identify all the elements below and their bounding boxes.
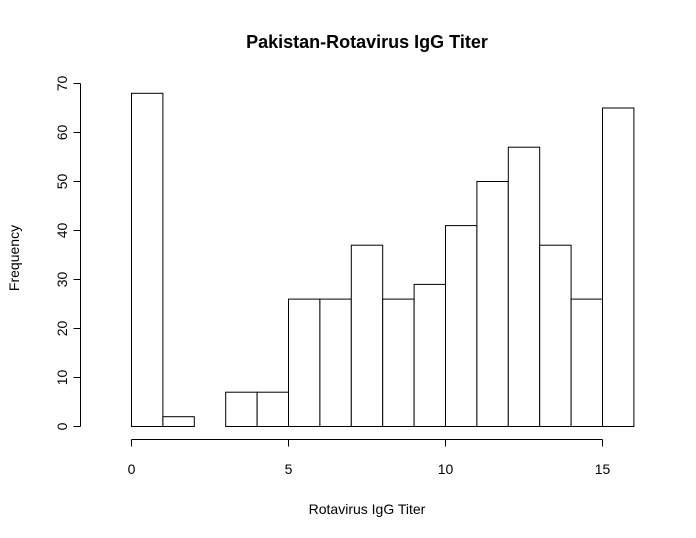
bars-group	[131, 92, 635, 428]
bar-11-12	[476, 181, 509, 427]
y-axis: 0 10 20 30 40 50 60 70	[54, 76, 81, 430]
y-tick-label: 20	[54, 321, 70, 337]
bar-12-13	[507, 146, 541, 427]
bar-14-15	[570, 298, 603, 428]
y-tick-label: 50	[54, 174, 70, 190]
y-tick-label: 0	[54, 422, 70, 430]
x-axis: 0 5 10 15	[128, 439, 611, 477]
x-tick-label: 0	[128, 461, 136, 477]
y-tick-label: 40	[54, 223, 70, 239]
bar-15-16	[602, 107, 635, 427]
y-axis-label: Frequency	[6, 225, 22, 291]
y-tick-label: 70	[54, 76, 70, 92]
bar-10-11	[445, 225, 478, 427]
x-tick-label: 5	[285, 461, 293, 477]
bar-3-4	[225, 391, 258, 428]
y-tick-label: 10	[54, 370, 70, 386]
bar-0-1	[131, 92, 164, 428]
x-axis-label: Rotavirus IgG Titer	[309, 501, 426, 517]
bar-6-7	[319, 298, 352, 428]
y-tick-label: 60	[54, 125, 70, 141]
bar-4-5	[256, 391, 290, 428]
bar-9-10	[413, 283, 447, 427]
bar-13-14	[539, 244, 572, 427]
y-tick-label: 30	[54, 272, 70, 288]
chart-title: Pakistan-Rotavirus IgG Titer	[246, 32, 488, 52]
bar-1-2	[162, 416, 195, 428]
bar-7-8	[350, 244, 384, 427]
x-tick-label: 15	[595, 461, 611, 477]
bar-5-6	[288, 298, 321, 428]
bar-8-9	[382, 298, 415, 428]
x-tick-label: 10	[438, 461, 454, 477]
